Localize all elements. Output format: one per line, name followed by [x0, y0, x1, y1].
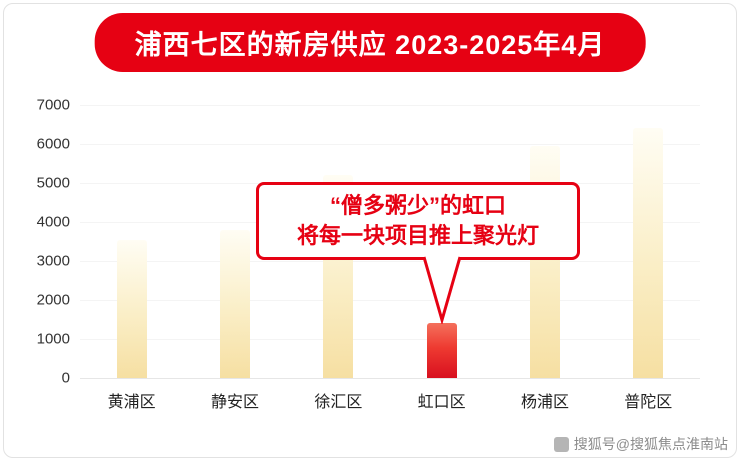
- callout-pointer-icon: [422, 256, 462, 324]
- bar: [116, 239, 147, 378]
- title-banner: 浦西七区的新房供应 2023-2025年4月: [94, 13, 646, 72]
- y-tick-label: 6000: [36, 135, 70, 153]
- bar: [633, 128, 664, 378]
- x-tick-label: 杨浦区: [520, 394, 569, 411]
- bar-slot: [390, 105, 493, 378]
- gridline: [80, 105, 700, 106]
- x-tick-label: 黄浦区: [107, 394, 156, 411]
- x-labels: 黄浦区 静安区 徐汇区 虹口区 杨浦区 普陀区: [80, 388, 700, 412]
- bar-slot: [597, 105, 700, 378]
- bar-highlight: [426, 323, 457, 378]
- watermark: 搜狐号@搜狐焦点淮南站: [553, 434, 728, 454]
- bar-slot: [183, 105, 286, 378]
- x-tick-label: 普陀区: [624, 394, 673, 411]
- y-tick-label: 0: [61, 369, 70, 387]
- y-tick-label: 1000: [36, 330, 70, 348]
- callout: “僧多粥少”的虹口 将每一块项目推上聚光灯: [256, 182, 580, 260]
- bar-chart: 7000 6000 5000 4000 3000 2000 1000 0 黄浦区 静安区 徐汇区 虹…: [18, 97, 720, 420]
- y-tick-label: 5000: [36, 174, 70, 192]
- sohu-logo-icon: [553, 436, 569, 452]
- gridline: [80, 378, 700, 379]
- gridline: [80, 144, 700, 145]
- callout-line-2: 将每一块项目推上聚光灯: [296, 223, 539, 248]
- bar: [529, 145, 560, 378]
- chart-title: 浦西七区的新房供应 2023-2025年4月: [134, 30, 606, 60]
- y-tick-label: 2000: [36, 291, 70, 309]
- y-tick-label: 4000: [36, 213, 70, 231]
- y-tick-label: 3000: [36, 252, 70, 270]
- x-tick-label: 静安区: [210, 394, 259, 411]
- bar-slot: [80, 105, 183, 378]
- gridline: [80, 261, 700, 262]
- bar: [219, 229, 250, 378]
- callout-line-1: “僧多粥少”的虹口: [329, 193, 506, 218]
- y-tick-label: 7000: [36, 96, 70, 114]
- y-axis: 7000 6000 5000 4000 3000 2000 1000 0: [18, 97, 70, 387]
- gridline: [80, 339, 700, 340]
- x-tick-label: 虹口区: [417, 394, 466, 411]
- gridline: [80, 300, 700, 301]
- x-tick-label: 徐汇区: [314, 394, 363, 411]
- watermark-text: 搜狐号@搜狐焦点淮南站: [573, 436, 728, 452]
